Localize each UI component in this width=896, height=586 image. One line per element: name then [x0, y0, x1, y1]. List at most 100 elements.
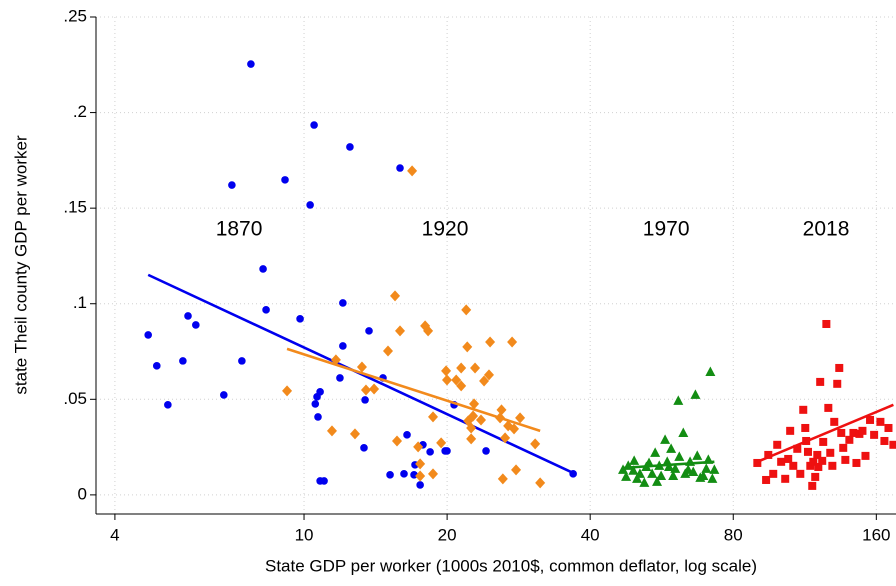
point	[866, 415, 875, 424]
point	[628, 465, 639, 475]
point	[360, 444, 368, 452]
point	[184, 312, 192, 320]
point	[709, 464, 720, 474]
point	[634, 468, 645, 478]
point	[884, 423, 893, 432]
point	[485, 336, 496, 348]
point	[390, 290, 401, 302]
point	[443, 447, 451, 455]
point	[436, 437, 447, 449]
point	[632, 473, 643, 483]
point	[809, 457, 818, 466]
point	[396, 164, 404, 172]
point	[496, 404, 507, 416]
point	[262, 306, 270, 314]
point	[426, 448, 434, 456]
point	[889, 440, 896, 449]
annotation: 1870	[216, 217, 263, 240]
point	[281, 176, 289, 184]
point	[296, 315, 304, 323]
point	[688, 466, 699, 476]
point	[830, 417, 839, 426]
point	[336, 374, 344, 382]
point	[707, 473, 718, 483]
y-axis-label: state Theil county GDP per worker	[11, 135, 30, 395]
point	[824, 403, 833, 412]
point	[828, 461, 837, 470]
point	[870, 430, 879, 439]
point	[320, 477, 328, 485]
point	[314, 413, 322, 421]
point	[306, 201, 314, 209]
point	[476, 414, 487, 426]
point	[413, 441, 424, 453]
point	[316, 388, 324, 396]
point	[777, 457, 786, 466]
point	[228, 181, 236, 189]
point	[470, 362, 481, 374]
point	[415, 470, 426, 482]
point	[220, 391, 228, 399]
point	[833, 379, 842, 388]
point	[826, 448, 835, 457]
point	[861, 451, 870, 460]
fit-line	[622, 460, 715, 470]
point	[880, 436, 889, 445]
point	[360, 384, 371, 396]
point	[339, 299, 347, 307]
point	[678, 427, 689, 437]
point	[403, 431, 411, 439]
x-tick-label: 20	[438, 525, 457, 544]
point	[701, 463, 712, 473]
point	[462, 341, 473, 353]
y-tick-label: .05	[63, 389, 87, 408]
x-tick-label: 10	[295, 525, 314, 544]
point	[511, 464, 522, 476]
point	[663, 461, 674, 471]
point	[852, 458, 861, 467]
point	[386, 471, 394, 479]
y-tick-label: .25	[63, 6, 87, 25]
point	[839, 443, 848, 452]
point	[361, 396, 369, 404]
x-tick-label: 80	[724, 525, 743, 544]
point	[192, 321, 200, 329]
point	[259, 265, 267, 273]
point	[400, 470, 408, 478]
point	[673, 395, 684, 405]
point	[144, 331, 152, 339]
point	[670, 463, 681, 473]
y-tick-label: .2	[73, 102, 87, 121]
point	[442, 374, 453, 386]
point	[698, 470, 709, 480]
annotation: 1920	[422, 217, 469, 240]
point	[456, 362, 467, 374]
point	[482, 447, 490, 455]
point	[793, 444, 802, 453]
point	[346, 143, 354, 151]
x-axis-label: State GDP per worker (1000s 2010$, commo…	[265, 556, 757, 575]
point	[497, 473, 508, 485]
point	[876, 417, 885, 426]
point	[395, 325, 406, 337]
point	[858, 426, 867, 435]
point	[644, 457, 655, 467]
point	[781, 474, 790, 483]
point	[773, 440, 782, 449]
point	[753, 458, 762, 467]
point	[808, 481, 817, 490]
point	[461, 304, 472, 316]
point	[801, 423, 810, 432]
point	[416, 481, 424, 489]
point	[456, 380, 467, 392]
point	[339, 342, 347, 350]
point	[692, 450, 703, 460]
point	[392, 435, 403, 447]
point	[814, 462, 823, 471]
y-tick-label: .15	[63, 198, 87, 217]
point	[507, 336, 518, 348]
point	[365, 327, 373, 335]
point	[451, 374, 462, 386]
point	[428, 411, 439, 423]
